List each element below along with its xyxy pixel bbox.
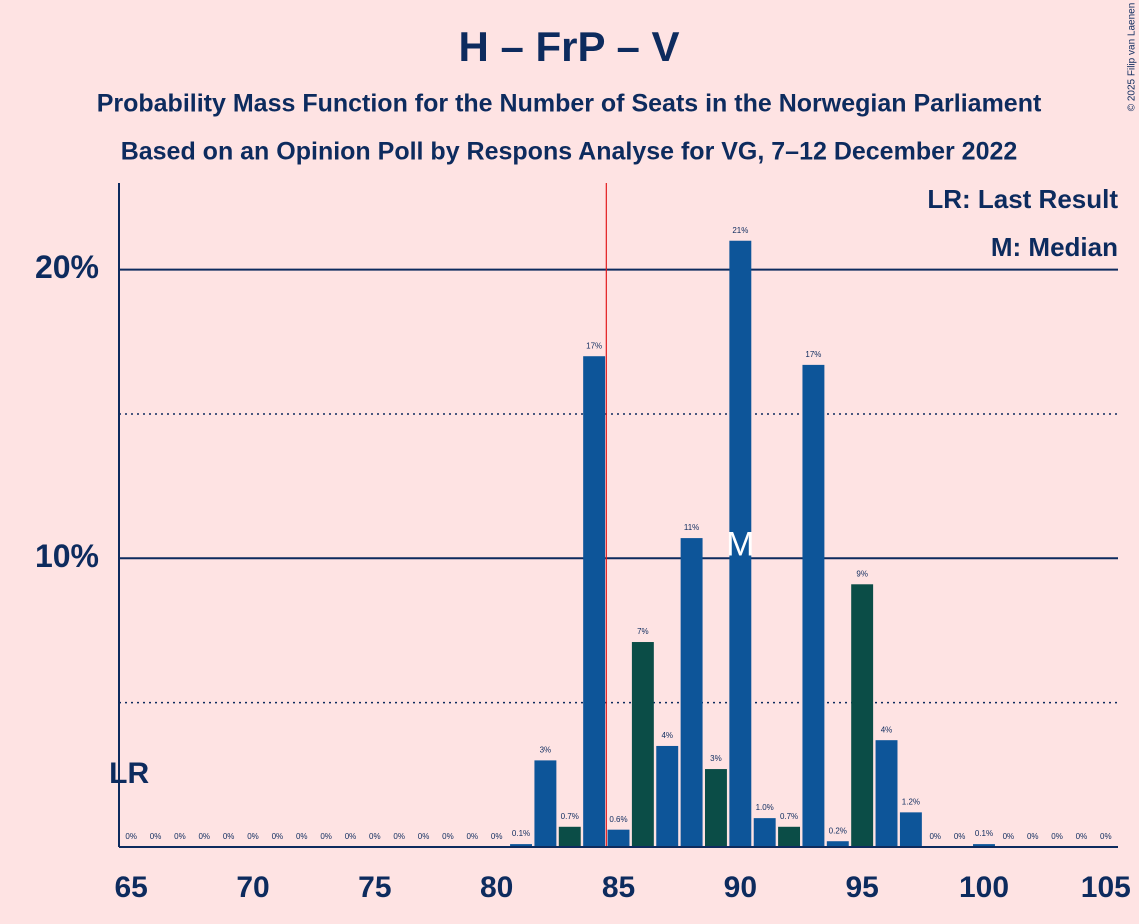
bar	[802, 364, 825, 847]
bar	[656, 745, 679, 847]
legend-entry: M: Median	[991, 232, 1118, 262]
value-label: 0%	[929, 832, 941, 841]
value-label: 3%	[710, 754, 722, 763]
bar	[631, 642, 654, 847]
value-label: 0%	[393, 832, 405, 841]
bar	[607, 829, 630, 847]
bar	[778, 826, 801, 847]
value-label: 1.0%	[756, 803, 774, 812]
value-label: 0.1%	[975, 829, 993, 838]
bar	[826, 841, 849, 847]
last-result-marker: LR	[109, 757, 149, 790]
y-tick-label: 10%	[35, 538, 99, 574]
bar	[851, 584, 874, 847]
value-label: 0%	[296, 832, 308, 841]
median-marker: M	[726, 525, 754, 563]
value-label: 0.1%	[512, 829, 530, 838]
y-tick-label: 20%	[35, 249, 99, 285]
x-tick-label: 80	[480, 871, 513, 904]
value-label: 0.6%	[609, 815, 627, 824]
value-label: 3%	[540, 746, 552, 755]
bar	[875, 740, 898, 847]
value-label: 17%	[805, 350, 821, 359]
chart-title: H – FrP – V	[459, 23, 680, 70]
value-label: 0%	[272, 832, 284, 841]
value-label: 0%	[1051, 832, 1063, 841]
x-tick-label: 90	[724, 871, 757, 904]
x-tick-label: 95	[845, 871, 878, 904]
value-label: 1.2%	[902, 797, 920, 806]
value-label: 0%	[954, 832, 966, 841]
value-label: 0%	[467, 832, 479, 841]
bar	[899, 812, 922, 847]
value-label: 0%	[247, 832, 259, 841]
bar	[753, 818, 776, 847]
value-label: 0%	[174, 832, 186, 841]
value-label: 7%	[637, 627, 649, 636]
chart-subtitle: Based on an Opinion Poll by Respons Anal…	[121, 138, 1018, 166]
value-label: 0%	[1027, 832, 1039, 841]
value-label: 0%	[125, 832, 137, 841]
value-label: 0%	[442, 832, 454, 841]
value-label: 11%	[684, 523, 699, 532]
value-label: 0%	[369, 832, 381, 841]
value-label: 0%	[198, 832, 210, 841]
legend-entry: LR: Last Result	[927, 184, 1118, 214]
x-tick-label: 65	[114, 871, 147, 904]
bar	[510, 844, 533, 847]
value-label: 0%	[1003, 832, 1015, 841]
bar	[680, 538, 703, 847]
x-tick-label: 85	[602, 871, 635, 904]
x-tick-label: 70	[236, 871, 269, 904]
value-label: 0%	[320, 832, 332, 841]
bar	[704, 769, 727, 847]
bar	[534, 760, 557, 847]
value-label: 0%	[1076, 832, 1088, 841]
value-label: 0%	[491, 832, 503, 841]
value-label: 0%	[345, 832, 357, 841]
x-tick-label: 100	[959, 871, 1009, 904]
value-label: 4%	[661, 731, 673, 740]
bar	[558, 826, 581, 847]
value-label: 4%	[881, 725, 893, 734]
value-label: 0%	[1100, 832, 1112, 841]
bar	[973, 844, 995, 847]
chart-subtitle: Probability Mass Function for the Number…	[97, 90, 1042, 118]
copyright: © 2025 Filip van Laenen	[1127, 3, 1138, 112]
value-label: 17%	[586, 341, 602, 350]
bar	[729, 240, 752, 847]
value-label: 0%	[418, 832, 430, 841]
x-tick-label: 105	[1081, 871, 1131, 904]
value-label: 0.2%	[829, 826, 847, 835]
value-label: 0.7%	[780, 812, 798, 821]
value-label: 0.7%	[561, 812, 579, 821]
x-tick-label: 75	[358, 871, 391, 904]
value-label: 0%	[223, 832, 235, 841]
value-label: 21%	[732, 226, 748, 235]
bar	[583, 356, 606, 847]
value-label: 0%	[150, 832, 162, 841]
value-label: 9%	[856, 569, 868, 578]
